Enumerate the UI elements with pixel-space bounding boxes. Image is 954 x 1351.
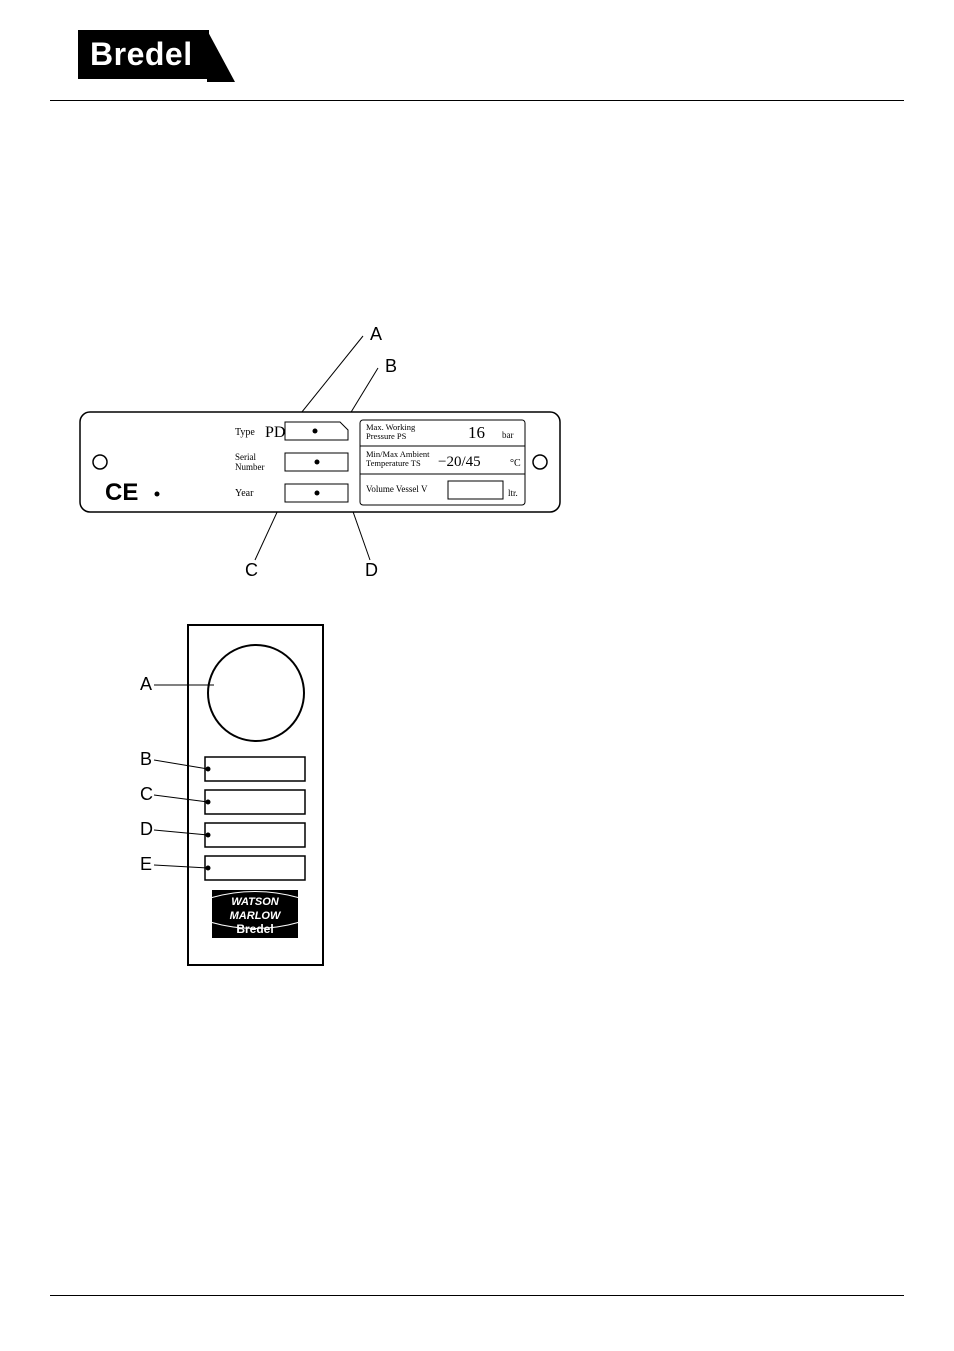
callout-c: C [245, 560, 258, 580]
pl-callout-b: B [140, 749, 152, 769]
temp-value: −20/45 [438, 454, 481, 470]
serial-label-1: Serial [235, 452, 256, 462]
wm-line1: WATSON [231, 896, 280, 908]
temp-unit: °C [510, 458, 521, 469]
brand-logo-slant [207, 30, 235, 82]
temp-label-2: Temperature TS [366, 458, 421, 468]
maxpressure-label-2: Pressure PS [366, 431, 407, 441]
footer-rule [50, 1295, 904, 1296]
pl-callout-d: D [140, 819, 153, 839]
pl-callout-e: E [140, 854, 152, 874]
wm-line2: MARLOW [230, 910, 282, 922]
volume-unit: ltr. [508, 488, 518, 498]
year-label: Year [235, 488, 254, 499]
serial-label-2: Number [235, 462, 265, 472]
brand-logo: Bredel [78, 30, 237, 82]
wm-bredel-logo: WATSON MARLOW Bredel [210, 890, 300, 938]
brand-logo-text: Bredel [78, 30, 209, 79]
nameplate-diagram: A B C D CE Type PD [70, 320, 570, 590]
type-label: Type [235, 427, 255, 438]
ce-mark: CE [105, 479, 138, 506]
callout-d: D [365, 560, 378, 580]
pl-callout-c: C [140, 784, 153, 804]
maxpressure-unit: bar [502, 430, 514, 440]
callout-a: A [370, 324, 382, 344]
callout-b: B [385, 356, 397, 376]
pl-callout-a: A [140, 674, 152, 694]
header-rule [50, 100, 904, 101]
type-prefix: PD [265, 424, 285, 441]
maxpressure-value: 16 [468, 423, 485, 442]
volume-label: Volume Vessel V [366, 484, 428, 494]
pumplabel-diagram: WATSON MARLOW Bredel A B C D E [140, 615, 350, 975]
